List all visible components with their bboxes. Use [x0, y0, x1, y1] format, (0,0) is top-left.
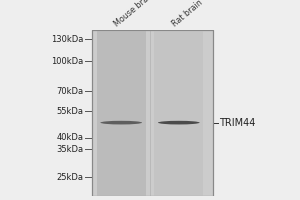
Text: 70kDa: 70kDa — [57, 87, 84, 96]
Text: 35kDa: 35kDa — [57, 145, 84, 154]
Bar — [97, 30, 146, 196]
Ellipse shape — [100, 121, 142, 124]
Bar — [154, 30, 203, 196]
Text: 55kDa: 55kDa — [57, 107, 84, 116]
Text: 40kDa: 40kDa — [57, 133, 84, 142]
Text: Rat brain: Rat brain — [170, 0, 204, 29]
Bar — [92, 30, 213, 196]
Text: 100kDa: 100kDa — [52, 57, 84, 66]
Ellipse shape — [158, 121, 200, 124]
Text: 130kDa: 130kDa — [51, 35, 84, 44]
Text: Mouse brain: Mouse brain — [112, 0, 156, 29]
Text: TRIM44: TRIM44 — [219, 118, 256, 128]
Bar — [92, 30, 213, 196]
Text: 25kDa: 25kDa — [57, 173, 84, 182]
